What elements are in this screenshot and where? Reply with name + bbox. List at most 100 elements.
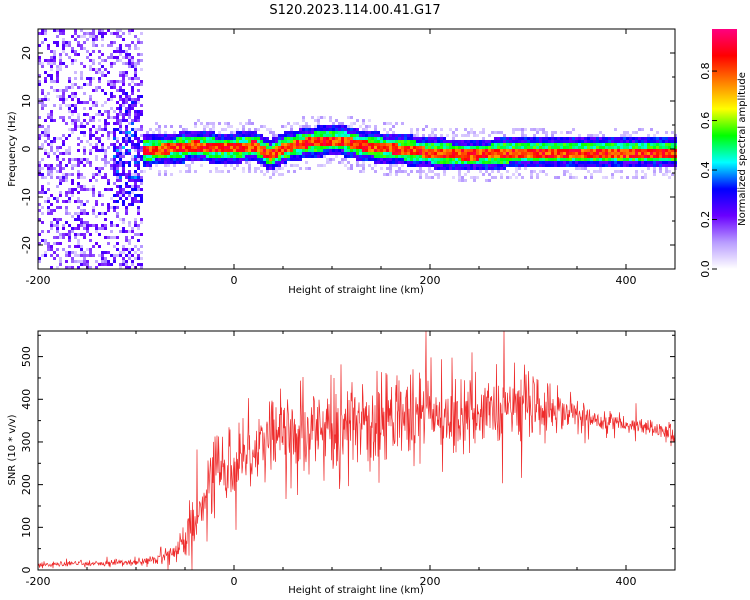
heatmap-cell bbox=[365, 134, 368, 137]
heatmap-cell bbox=[98, 212, 101, 215]
heatmap-cell bbox=[263, 140, 266, 143]
heatmap-cell bbox=[173, 152, 176, 155]
heatmap-cell bbox=[446, 164, 449, 167]
heatmap-cell bbox=[671, 140, 674, 143]
heatmap-cell bbox=[74, 233, 77, 236]
heatmap-cell bbox=[470, 176, 473, 179]
heatmap-cell bbox=[626, 146, 629, 149]
heatmap-cell bbox=[251, 137, 254, 140]
heatmap-cell bbox=[62, 173, 65, 176]
heatmap-cell bbox=[119, 44, 122, 47]
heatmap-cell bbox=[647, 152, 650, 155]
heatmap-cell bbox=[485, 179, 488, 182]
heatmap-cell bbox=[476, 167, 479, 170]
heatmap-cell bbox=[581, 146, 584, 149]
heatmap-cell bbox=[83, 257, 86, 260]
heatmap-cell bbox=[557, 143, 560, 146]
heatmap-cell bbox=[617, 140, 620, 143]
heatmap-cell bbox=[437, 167, 440, 170]
heatmap-cell bbox=[281, 140, 284, 143]
heatmap-cell bbox=[599, 158, 602, 161]
heatmap-cell bbox=[41, 221, 44, 224]
heatmap-cell bbox=[272, 161, 275, 164]
heatmap-cell bbox=[374, 128, 377, 131]
heatmap-cell bbox=[128, 59, 131, 62]
heatmap-cell bbox=[317, 137, 320, 140]
heatmap-cell bbox=[602, 164, 605, 167]
heatmap-cell bbox=[224, 146, 227, 149]
heatmap-cell bbox=[452, 131, 455, 134]
heatmap-cell bbox=[458, 155, 461, 158]
heatmap-cell bbox=[530, 170, 533, 173]
heatmap-cell bbox=[428, 158, 431, 161]
heatmap-cell bbox=[218, 134, 221, 137]
heatmap-cell bbox=[491, 131, 494, 134]
heatmap-cell bbox=[536, 161, 539, 164]
heatmap-cell bbox=[512, 137, 515, 140]
heatmap-cell bbox=[623, 155, 626, 158]
heatmap-cell bbox=[83, 41, 86, 44]
heatmap-cell bbox=[263, 161, 266, 164]
heatmap-cell bbox=[521, 155, 524, 158]
heatmap-cell bbox=[479, 167, 482, 170]
heatmap-cell bbox=[122, 146, 125, 149]
heatmap-cell bbox=[569, 143, 572, 146]
heatmap-cell bbox=[560, 131, 563, 134]
heatmap-cell bbox=[620, 143, 623, 146]
heatmap-cell bbox=[131, 254, 134, 257]
heatmap-cell bbox=[467, 170, 470, 173]
heatmap-cell bbox=[611, 143, 614, 146]
heatmap-cell bbox=[56, 185, 59, 188]
heatmap-cell bbox=[476, 164, 479, 167]
heatmap-cell bbox=[101, 167, 104, 170]
heatmap-cell bbox=[236, 155, 239, 158]
heatmap-cell bbox=[77, 227, 80, 230]
heatmap-cell bbox=[500, 161, 503, 164]
heatmap-cell bbox=[56, 176, 59, 179]
heatmap-cell bbox=[401, 143, 404, 146]
heatmap-cell bbox=[146, 152, 149, 155]
heatmap-cell bbox=[653, 152, 656, 155]
heatmap-cell bbox=[338, 149, 341, 152]
heatmap-cell bbox=[119, 197, 122, 200]
heatmap-cell bbox=[158, 131, 161, 134]
heatmap-cell bbox=[446, 158, 449, 161]
heatmap-cell bbox=[611, 173, 614, 176]
heatmap-cell bbox=[191, 146, 194, 149]
heatmap-cell bbox=[569, 131, 572, 134]
heatmap-cell bbox=[212, 152, 215, 155]
heatmap-cell bbox=[161, 134, 164, 137]
heatmap-cell bbox=[209, 152, 212, 155]
heatmap-cell bbox=[500, 152, 503, 155]
heatmap-cell bbox=[230, 143, 233, 146]
heatmap-cell bbox=[119, 59, 122, 62]
heatmap-cell bbox=[596, 134, 599, 137]
heatmap-cell bbox=[38, 101, 41, 104]
heatmap-cell bbox=[89, 68, 92, 71]
heatmap-cell bbox=[266, 137, 269, 140]
heatmap-cell bbox=[668, 146, 671, 149]
heatmap-cell bbox=[101, 113, 104, 116]
heatmap-cell bbox=[302, 116, 305, 119]
heatmap-cell bbox=[332, 128, 335, 131]
heatmap-cell bbox=[119, 53, 122, 56]
heatmap-cell bbox=[59, 242, 62, 245]
heatmap-cell bbox=[134, 221, 137, 224]
heatmap-cell bbox=[125, 140, 128, 143]
heatmap-cell bbox=[527, 140, 530, 143]
heatmap-cell bbox=[578, 137, 581, 140]
heatmap-cell bbox=[611, 146, 614, 149]
heatmap-cell bbox=[137, 98, 140, 101]
heatmap-cell bbox=[104, 155, 107, 158]
heatmap-cell bbox=[95, 137, 98, 140]
heatmap-cell bbox=[566, 161, 569, 164]
spectrogram-x-tick-label: -200 bbox=[26, 274, 51, 287]
heatmap-cell bbox=[179, 131, 182, 134]
heatmap-cell bbox=[287, 146, 290, 149]
heatmap-cell bbox=[62, 32, 65, 35]
heatmap-cell bbox=[434, 134, 437, 137]
heatmap-cell bbox=[104, 68, 107, 71]
heatmap-cell bbox=[41, 254, 44, 257]
heatmap-cell bbox=[290, 143, 293, 146]
heatmap-cell bbox=[113, 209, 116, 212]
